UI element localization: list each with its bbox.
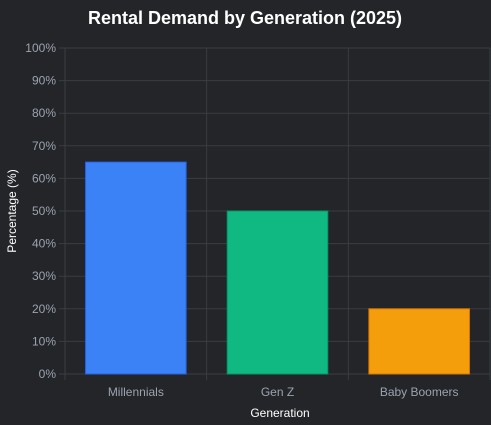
y-tick-label: 90% (32, 74, 56, 88)
y-tick-label: 70% (32, 139, 56, 153)
bar-millennials[interactable] (85, 161, 187, 375)
x-axis-label: Generation (250, 406, 309, 420)
y-tick-label: 40% (32, 237, 56, 251)
y-tick-label: 10% (32, 334, 56, 348)
y-tick-label: 100% (25, 41, 56, 55)
x-tick-label: Millennials (108, 385, 164, 399)
y-axis-ticks: 0% 10% 20% 30% 40% 50% 60% 70% 80% 90% 100% (25, 41, 56, 381)
chart-title: Rental Demand by Generation (2025) (88, 8, 402, 28)
x-axis-ticks: Millennials Gen Z Baby Boomers (108, 385, 459, 399)
y-tick-label: 0% (39, 367, 57, 381)
y-axis-label: Percentage (%) (5, 169, 19, 252)
y-tick-label: 30% (32, 269, 56, 283)
bar-gen-z[interactable] (226, 210, 329, 375)
x-tick-label: Gen Z (261, 385, 294, 399)
x-tick-label: Baby Boomers (380, 385, 459, 399)
y-tick-label: 80% (32, 106, 56, 120)
y-tick-label: 50% (32, 204, 56, 218)
y-tick-label: 60% (32, 171, 56, 185)
bars (85, 161, 470, 375)
bar-baby-boomers[interactable] (368, 308, 470, 375)
y-tick-label: 20% (32, 302, 56, 316)
